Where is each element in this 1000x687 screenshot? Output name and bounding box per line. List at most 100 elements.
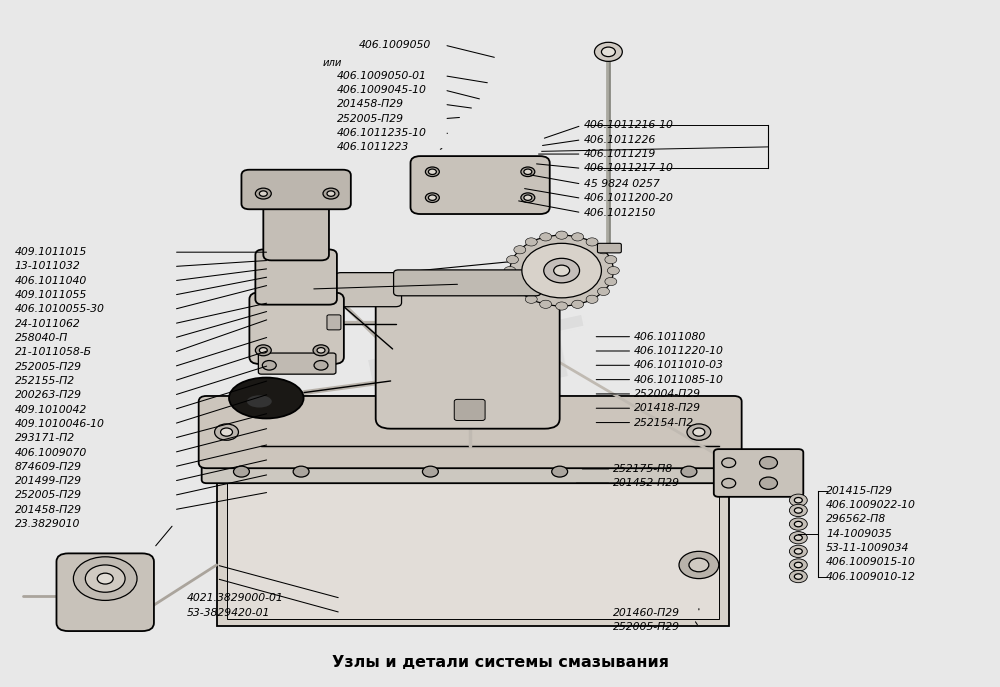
Text: 293171-П2: 293171-П2 bbox=[15, 433, 75, 443]
Text: 201460-П29: 201460-П29 bbox=[613, 608, 680, 618]
Circle shape bbox=[687, 424, 711, 440]
Text: 406.1011216-10: 406.1011216-10 bbox=[584, 120, 673, 131]
Circle shape bbox=[293, 466, 309, 477]
Circle shape bbox=[794, 508, 802, 513]
Text: 252005-П29: 252005-П29 bbox=[15, 491, 82, 500]
Circle shape bbox=[556, 302, 568, 310]
Circle shape bbox=[586, 238, 598, 246]
Circle shape bbox=[215, 424, 238, 440]
Text: БАВГ: БАВГ bbox=[361, 310, 600, 431]
Circle shape bbox=[789, 559, 807, 571]
Circle shape bbox=[314, 361, 328, 370]
Ellipse shape bbox=[229, 378, 304, 418]
Circle shape bbox=[425, 167, 439, 177]
Text: 406.1011085-10: 406.1011085-10 bbox=[634, 374, 724, 385]
Text: 409.1010046-10: 409.1010046-10 bbox=[15, 419, 105, 429]
Circle shape bbox=[794, 497, 802, 503]
Circle shape bbox=[554, 265, 570, 276]
Circle shape bbox=[514, 287, 526, 295]
Text: 23.3829010: 23.3829010 bbox=[15, 519, 80, 529]
Text: 406.1011010-03: 406.1011010-03 bbox=[634, 360, 724, 370]
Text: 200263-П29: 200263-П29 bbox=[15, 390, 82, 401]
Text: 406.1011217-10: 406.1011217-10 bbox=[584, 164, 673, 173]
Text: ЗМЗ: ЗМЗ bbox=[423, 386, 577, 465]
Text: 406.1009022-10: 406.1009022-10 bbox=[826, 500, 916, 510]
Text: 201458-П29: 201458-П29 bbox=[337, 100, 404, 109]
Circle shape bbox=[259, 348, 267, 353]
Circle shape bbox=[605, 256, 617, 264]
Text: 24-1011062: 24-1011062 bbox=[15, 319, 80, 329]
FancyBboxPatch shape bbox=[376, 282, 560, 429]
Circle shape bbox=[327, 191, 335, 196]
Text: 406.1009015-10: 406.1009015-10 bbox=[826, 557, 916, 567]
Circle shape bbox=[789, 494, 807, 506]
Text: 406.1010055-30: 406.1010055-30 bbox=[15, 304, 105, 315]
Circle shape bbox=[794, 562, 802, 567]
Circle shape bbox=[425, 193, 439, 203]
Text: 21-1011058-Б: 21-1011058-Б bbox=[15, 348, 92, 357]
Circle shape bbox=[598, 287, 609, 295]
Text: 2101С-1012005НК-2: 2101С-1012005НК-2 bbox=[297, 279, 411, 289]
FancyBboxPatch shape bbox=[255, 249, 337, 304]
FancyBboxPatch shape bbox=[199, 396, 742, 469]
Text: 252155-П2: 252155-П2 bbox=[15, 376, 75, 386]
Circle shape bbox=[789, 545, 807, 557]
Text: 406.1011235-10: 406.1011235-10 bbox=[337, 128, 427, 138]
Circle shape bbox=[507, 256, 518, 264]
Circle shape bbox=[428, 169, 436, 174]
FancyBboxPatch shape bbox=[454, 399, 485, 420]
Circle shape bbox=[794, 549, 802, 554]
FancyBboxPatch shape bbox=[202, 460, 739, 483]
Text: 252005-П29: 252005-П29 bbox=[15, 361, 82, 372]
Text: 406.1011226: 406.1011226 bbox=[584, 135, 656, 145]
Text: 874609-П29: 874609-П29 bbox=[15, 462, 82, 472]
Circle shape bbox=[586, 295, 598, 304]
Circle shape bbox=[722, 478, 736, 488]
Circle shape bbox=[572, 233, 584, 241]
Text: 409.1010042: 409.1010042 bbox=[15, 405, 87, 414]
Circle shape bbox=[556, 231, 568, 239]
FancyBboxPatch shape bbox=[56, 554, 154, 631]
Circle shape bbox=[313, 345, 329, 356]
Circle shape bbox=[221, 428, 232, 436]
Circle shape bbox=[544, 258, 580, 283]
Circle shape bbox=[255, 188, 271, 199]
FancyBboxPatch shape bbox=[714, 449, 803, 497]
Circle shape bbox=[679, 552, 719, 578]
Circle shape bbox=[524, 169, 532, 174]
Circle shape bbox=[540, 300, 552, 308]
Text: 13-1011032: 13-1011032 bbox=[15, 262, 80, 271]
Circle shape bbox=[521, 167, 535, 177]
FancyBboxPatch shape bbox=[411, 156, 550, 214]
Circle shape bbox=[760, 477, 777, 489]
FancyBboxPatch shape bbox=[249, 293, 344, 364]
Circle shape bbox=[507, 278, 518, 286]
Circle shape bbox=[598, 246, 609, 254]
Text: 406.1009050: 406.1009050 bbox=[359, 40, 431, 50]
Circle shape bbox=[789, 504, 807, 517]
Circle shape bbox=[323, 188, 339, 199]
Polygon shape bbox=[227, 480, 719, 620]
Circle shape bbox=[681, 466, 697, 477]
FancyBboxPatch shape bbox=[327, 315, 341, 330]
Text: или: или bbox=[323, 58, 342, 68]
Text: 296562-П8: 296562-П8 bbox=[826, 515, 886, 524]
Circle shape bbox=[693, 428, 705, 436]
Text: 53-11-1009034: 53-11-1009034 bbox=[826, 543, 910, 553]
Polygon shape bbox=[217, 473, 729, 627]
Circle shape bbox=[789, 532, 807, 544]
Circle shape bbox=[514, 246, 526, 254]
Text: 406.1011200-20: 406.1011200-20 bbox=[584, 193, 673, 203]
Circle shape bbox=[722, 458, 736, 468]
Text: 201452-П29: 201452-П29 bbox=[613, 478, 680, 488]
Text: 406.1009045-10: 406.1009045-10 bbox=[337, 85, 427, 95]
Circle shape bbox=[689, 558, 709, 572]
Text: 201415-П29: 201415-П29 bbox=[826, 486, 893, 496]
FancyBboxPatch shape bbox=[394, 270, 541, 296]
Circle shape bbox=[510, 235, 613, 306]
FancyBboxPatch shape bbox=[597, 243, 621, 253]
Circle shape bbox=[262, 361, 276, 370]
Text: 406.1009050-01: 406.1009050-01 bbox=[337, 71, 427, 80]
Text: 201499-П29: 201499-П29 bbox=[15, 476, 82, 486]
Text: 409.1011055: 409.1011055 bbox=[15, 290, 87, 300]
